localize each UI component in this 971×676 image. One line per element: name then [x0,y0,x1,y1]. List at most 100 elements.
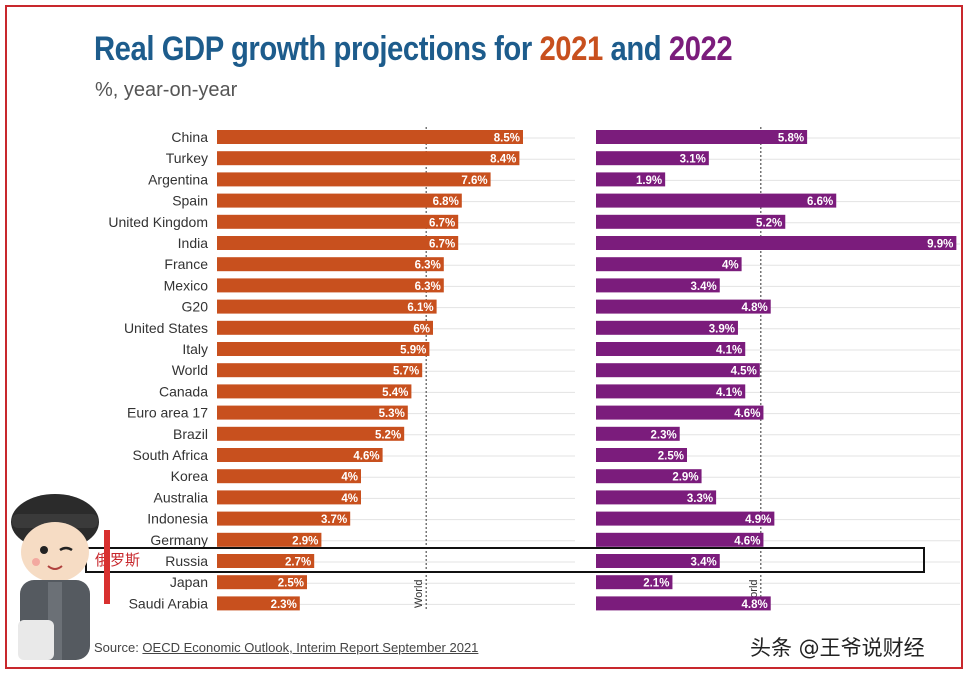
bar-2022 [596,405,764,420]
data-label-2022: 3.9% [709,323,735,335]
bar-2021 [217,130,523,144]
data-label-2021: 6.8% [433,196,459,208]
category-label: World [172,362,208,378]
bar-2022 [596,172,666,187]
data-label-2022: 6.6% [807,196,833,208]
bar-2021 [217,575,307,590]
data-label-2021: 8.4% [490,154,516,166]
bar-2022 [596,342,746,356]
data-label-2022: 4.9% [745,514,771,526]
bar-2021 [217,405,408,420]
category-label: Mexico [164,277,209,293]
bar-2022 [596,151,709,166]
data-label-2022: 3.4% [691,557,717,569]
watermark-text: 头条 @王爷说财经 [750,636,925,660]
data-label-2022: 2.1% [643,578,669,590]
category-label: Spain [172,193,208,209]
data-label-2022: 3.1% [680,154,706,166]
bar-2021 [217,448,383,462]
data-label-2021: 7.6% [461,175,487,187]
category-label: Germany [150,532,208,548]
category-label: Russia [165,553,208,569]
category-label: United States [124,320,208,336]
chart-subtitle: %, year-on-year [95,79,238,101]
world-reference-label: World [413,579,425,608]
bar-2022 [596,193,837,208]
category-label: Saudi Arabia [129,595,209,611]
data-label-2021: 5.2% [375,429,401,441]
source-label: Source: [94,640,143,655]
title-year-2021: 2021 [539,30,603,68]
category-label: Euro area 17 [127,405,208,421]
bar-2021 [217,469,361,484]
bar-2021 [217,384,412,399]
data-label-2021: 8.5% [494,133,520,145]
bar-2022 [596,299,771,314]
bar-2021 [217,257,444,272]
category-label: Italy [182,341,208,357]
category-label: Japan [170,574,208,590]
data-label-2021: 4.6% [353,451,379,463]
bar-2022 [596,490,717,505]
category-label: South Africa [133,447,209,463]
bar-2022 [596,320,738,335]
title-year-2022: 2022 [668,30,733,68]
data-label-2021: 2.9% [292,535,318,547]
data-label-2021: 6.1% [407,302,433,314]
data-label-2022: 4.1% [716,345,742,357]
data-label-2022: 3.4% [691,281,717,293]
source-link[interactable]: OECD Economic Outlook, Interim Report Se… [142,640,479,655]
bar-2022 [596,511,775,526]
bar-2022 [596,554,720,568]
data-label-2021: 6.7% [429,217,455,229]
data-label-2022: 4.6% [734,408,760,420]
bar-2021 [217,426,405,441]
bar-2022 [596,469,702,484]
russia-highlight-box [85,547,925,573]
category-label: India [178,235,209,251]
data-label-2022: 5.2% [756,217,782,229]
data-label-2021: 2.7% [285,557,311,569]
data-label-2021: 6.7% [429,239,455,251]
bar-2021 [217,342,430,356]
data-label-2021: 4% [341,493,358,505]
bar-2022 [596,363,760,378]
category-label: United Kingdom [108,214,208,230]
bar-2021 [217,554,315,568]
data-label-2021: 5.3% [379,408,405,420]
data-label-2021: 5.4% [382,387,408,399]
data-label-2021: 2.5% [278,578,304,590]
source-note: Source: OECD Economic Outlook, Interim R… [94,640,478,655]
bar-2022 [596,257,742,272]
bar-2022 [596,130,808,144]
mascot-illustration [11,494,110,660]
category-label: Turkey [166,150,208,166]
bar-2021 [217,214,459,229]
bar-2021 [217,532,322,547]
chart-frame [5,5,963,669]
category-label: Australia [154,489,209,505]
bar-2021 [217,172,491,187]
category-label: Korea [171,468,209,484]
title-prefix: Real GDP growth projections for [94,30,540,68]
bar-2021 [217,236,459,250]
bar-2022 [596,575,673,590]
category-label: Indonesia [147,511,208,527]
data-label-2022: 4.6% [734,535,760,547]
bar-2022 [596,596,771,611]
data-label-2022: 2.5% [658,451,684,463]
bar-2021 [217,596,300,611]
chart-title: Real GDP growth projections for 2021 and… [94,30,733,69]
data-label-2022: 2.9% [672,472,698,484]
category-label: China [171,129,208,145]
bar-2021 [217,363,423,378]
data-label-2022: 9.9% [927,239,953,251]
data-label-2022: 3.3% [687,493,713,505]
data-label-2021: 5.9% [400,345,426,357]
category-label: Argentina [148,171,208,187]
bar-2022 [596,236,957,250]
bar-2022 [596,278,720,293]
data-label-2021: 3.7% [321,514,347,526]
data-label-2022: 4% [722,260,739,272]
